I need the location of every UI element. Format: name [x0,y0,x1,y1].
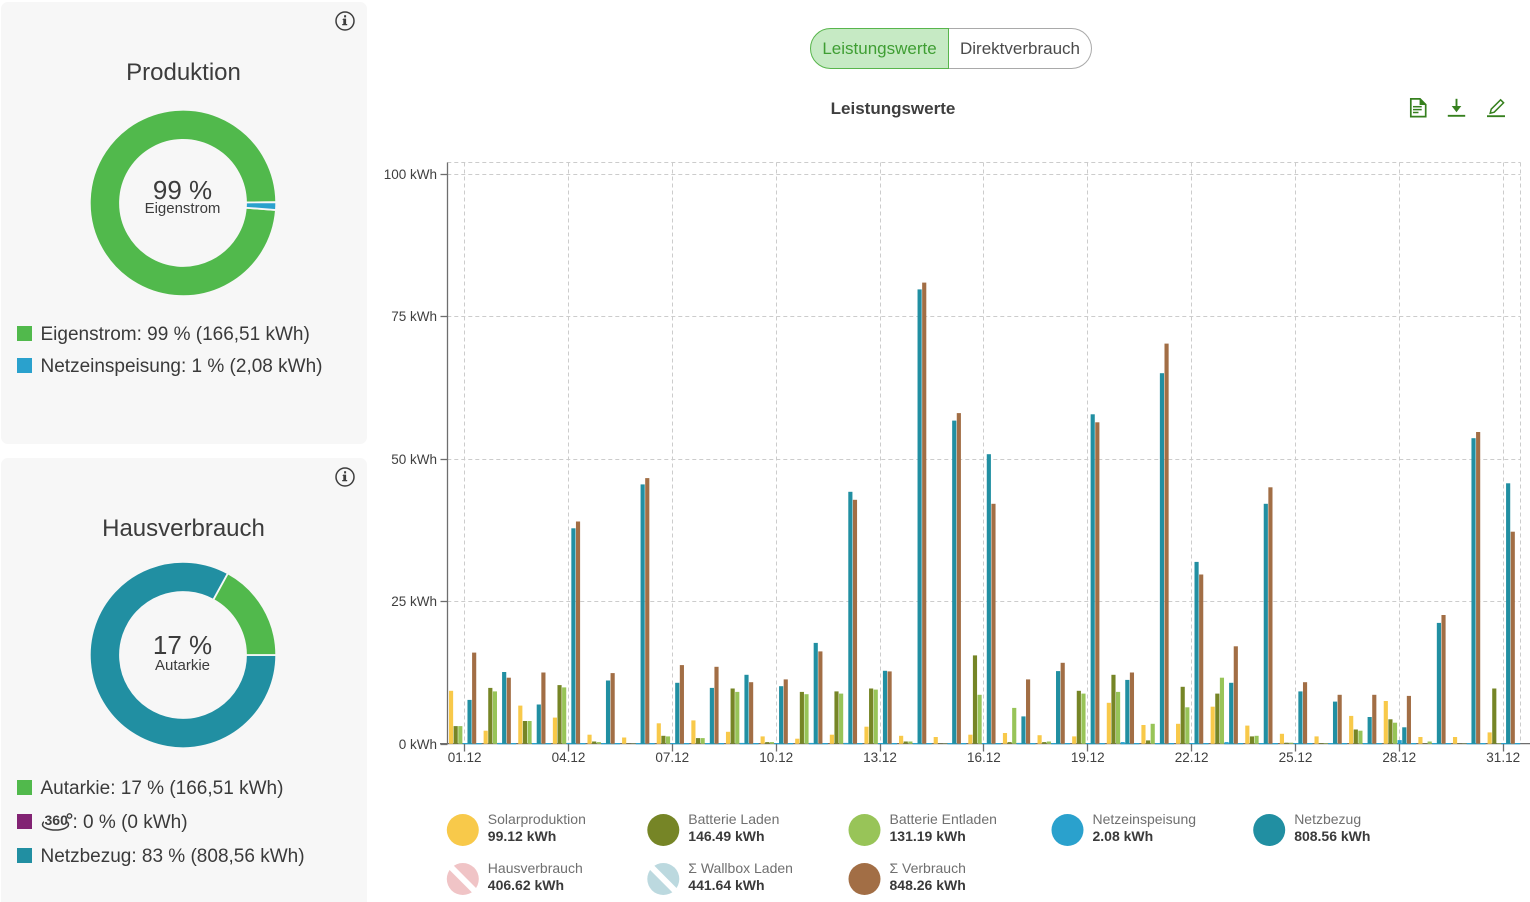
svg-text:25 kWh: 25 kWh [391,594,437,609]
svg-text:Solarproduktion: Solarproduktion [488,811,586,827]
svg-text:22.12: 22.12 [1175,750,1209,765]
svg-text:19.12: 19.12 [1071,750,1105,765]
svg-text:848.26 kWh: 848.26 kWh [890,877,966,893]
svg-text:Netzbezug: Netzbezug [1294,811,1361,827]
svg-text:Netzeinspeisung: Netzeinspeisung [1093,811,1197,827]
svg-text:100 kWh: 100 kWh [384,167,437,182]
svg-text:Batterie Laden: Batterie Laden [688,811,779,827]
svg-text:10.12: 10.12 [759,750,793,765]
svg-text:2.08 kWh: 2.08 kWh [1093,828,1154,844]
svg-text:16.12: 16.12 [967,750,1001,765]
svg-text:31.12: 31.12 [1486,750,1520,765]
svg-text:360: 360 [44,812,68,828]
svg-text:Σ Wallbox Laden: Σ Wallbox Laden [688,860,793,876]
svg-text:75 kWh: 75 kWh [391,309,437,324]
svg-text:50 kWh: 50 kWh [391,452,437,467]
svg-text:0 kWh: 0 kWh [399,737,437,752]
svg-text:131.19 kWh: 131.19 kWh [890,828,966,844]
svg-text:25.12: 25.12 [1279,750,1313,765]
svg-text:Σ Verbrauch: Σ Verbrauch [890,860,966,876]
svg-text:808.56 kWh: 808.56 kWh [1294,828,1370,844]
svg-text:441.64 kWh: 441.64 kWh [688,877,764,893]
svg-text:07.12: 07.12 [655,750,689,765]
svg-text:04.12: 04.12 [552,750,586,765]
svg-text:28.12: 28.12 [1382,750,1416,765]
svg-text:01.12: 01.12 [448,750,482,765]
svg-text:99.12 kWh: 99.12 kWh [488,828,556,844]
svg-text:Batterie Entladen: Batterie Entladen [890,811,997,827]
svg-text:146.49 kWh: 146.49 kWh [688,828,764,844]
svg-text:Hausverbrauch: Hausverbrauch [488,860,583,876]
svg-text:13.12: 13.12 [863,750,897,765]
svg-text:406.62 kWh: 406.62 kWh [488,877,564,893]
